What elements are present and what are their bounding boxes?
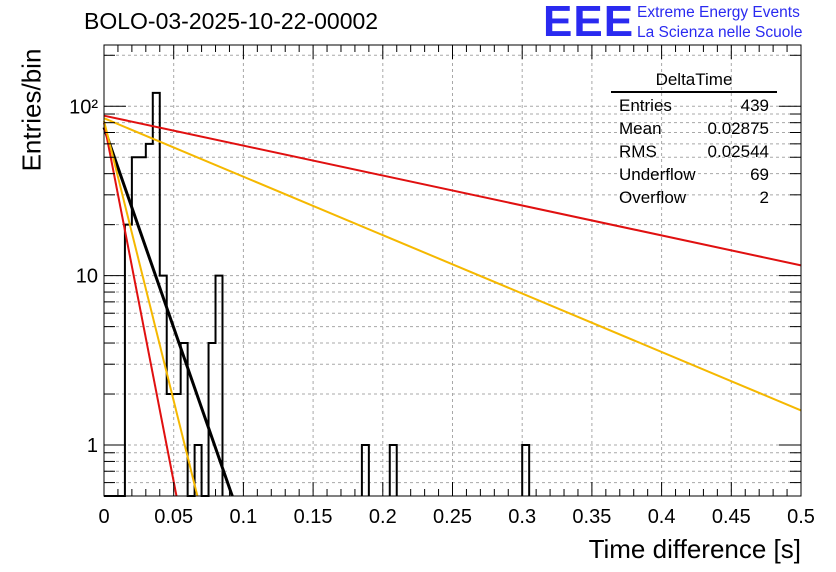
y-tick-label: 1 xyxy=(87,435,98,457)
x-tick-label: 0.2 xyxy=(369,506,397,528)
fit-black-line xyxy=(102,126,234,497)
y-tick-label: 10² xyxy=(69,96,98,118)
stats-value: 0.02875 xyxy=(707,119,769,138)
logo-line-2: La Scienza nelle Scuole xyxy=(637,24,803,41)
stats-row-mean: Mean 0.02875 xyxy=(611,117,777,140)
y-axis-label: Entries/bin xyxy=(16,48,47,172)
x-tick-label: 0.25 xyxy=(433,506,472,528)
histogram-outline xyxy=(104,91,531,497)
fit-curves xyxy=(102,114,802,497)
x-tick-label: 0 xyxy=(98,506,109,528)
x-tick-label: 0.5 xyxy=(787,506,815,528)
fit-yellow-shallow-line xyxy=(103,117,802,412)
stats-row-rms: RMS 0.02544 xyxy=(611,140,777,163)
stats-value: 0.02544 xyxy=(707,142,769,161)
axes: 0 0.05 0.1 0.15 0.2 0.25 0.3 0.35 0.4 0.45 0.5 1 10 1… xyxy=(69,44,815,528)
fit-yellow-steep-line xyxy=(103,120,199,497)
stats-label: Entries xyxy=(619,96,672,115)
plot-title: BOLO-03-2025-10-22-00002 xyxy=(84,8,379,34)
stats-label: Mean xyxy=(619,119,662,138)
stats-label: RMS xyxy=(619,142,657,161)
grid xyxy=(104,45,801,496)
fit-red-steep-line xyxy=(103,122,178,497)
stats-label: Overflow xyxy=(619,188,687,207)
histogram xyxy=(104,91,531,497)
x-tick-label: 0.3 xyxy=(508,506,536,528)
stats-row-underflow: Underflow 69 xyxy=(611,163,777,186)
x-tick-label: 0.15 xyxy=(294,506,333,528)
fit-red-shallow-line xyxy=(103,114,802,267)
stats-value: 2 xyxy=(759,188,769,207)
x-tick-label: 0.45 xyxy=(712,506,751,528)
stats-box: DeltaTime Entries 439 Mean 0.02875 RMS 0… xyxy=(611,70,777,209)
x-tick-label: 0.1 xyxy=(229,506,257,528)
stats-label: Underflow xyxy=(619,165,696,184)
x-tick-label: 0.05 xyxy=(154,506,193,528)
logo-line-1: Extreme Energy Events xyxy=(637,4,800,21)
stats-row-entries: Entries 439 xyxy=(611,94,777,117)
x-axis-label: Time difference [s] xyxy=(588,534,801,564)
stats-title: DeltaTime xyxy=(611,70,777,93)
eee-logo: EEE xyxy=(543,0,635,46)
y-tick-label: 10 xyxy=(76,266,98,288)
stats-row-overflow: Overflow 2 xyxy=(611,186,777,209)
stats-value: 439 xyxy=(740,96,769,115)
stats-value: 69 xyxy=(750,165,769,184)
x-tick-label: 0.4 xyxy=(648,506,676,528)
x-tick-label: 0.35 xyxy=(572,506,611,528)
